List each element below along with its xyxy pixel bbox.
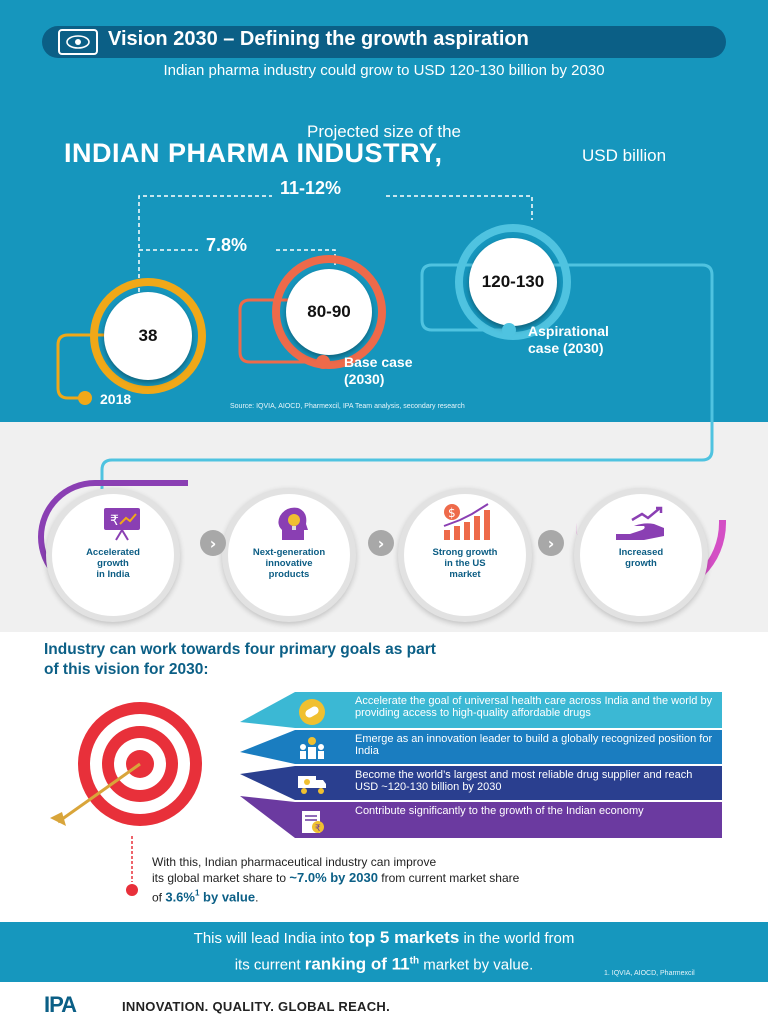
ipa-logo: IPA	[44, 992, 77, 1017]
goal-item-supplier: Become the world’s largest and most reli…	[345, 766, 722, 800]
chevron-right-icon: ›	[538, 530, 564, 556]
dot-2018	[78, 391, 92, 405]
svg-text:₹: ₹	[110, 513, 119, 529]
svg-text:$: $	[448, 506, 456, 520]
growth-label-inner: 7.8%	[206, 235, 248, 255]
goal-item-health-care: Accelerate the goal of universal health …	[345, 692, 722, 728]
target-eye-icon	[58, 29, 98, 55]
hand-growth-arrow-icon	[614, 506, 668, 546]
goal-item-innovation: Emerge as an innovation leader to build …	[345, 730, 722, 764]
page-subtitle: Indian pharma industry could grow to USD…	[163, 62, 605, 79]
label-aspirational-line1: Aspirational	[528, 323, 609, 339]
footer-tagline: INNOVATION. QUALITY. GLOBAL REACH.	[122, 999, 391, 1014]
presentation-rupee-icon: ₹	[100, 506, 144, 546]
growth-label-outer: 11-12%	[280, 178, 342, 198]
bubble-ring-2018	[90, 278, 206, 394]
connector-lines	[56, 195, 714, 492]
driver-label-increased: Increased growth	[618, 547, 664, 569]
head-lightbulb-icon	[272, 504, 312, 548]
bubble-ring-aspirational	[455, 224, 571, 340]
goals-heading: Industry can work towards four primary g…	[44, 641, 436, 678]
rupee-document-icon: ₹	[292, 806, 332, 838]
svg-text:₹: ₹	[315, 824, 321, 834]
footnote: 1. IQVIA, AIOCD, Pharmexcil	[604, 970, 695, 977]
label-base-line1: Base case	[344, 354, 413, 370]
driver-label-us: Strong growth in the US market	[432, 547, 498, 580]
page-title: Vision 2030 – Defining the growth aspira…	[108, 28, 529, 50]
footer	[0, 982, 768, 1024]
share-pointer	[126, 836, 138, 896]
driver-circle-increased	[574, 488, 708, 622]
dollar-bar-chart-icon: $	[440, 502, 494, 546]
driver-label-india: Accelerated growth in India	[86, 547, 140, 580]
delivery-truck-icon	[292, 768, 332, 800]
driver-circle-us	[398, 488, 532, 622]
driver-label-innovative: Next-generation innovative products	[252, 547, 326, 580]
source-note: Source: IQVIA, AIOCD, Pharmexcil, IPA Te…	[230, 403, 465, 410]
chevron-right-icon: ›	[200, 530, 226, 556]
projection-heading-line2: INDIAN PHARMA INDUSTRY,	[64, 138, 443, 168]
people-innovation-icon	[292, 732, 332, 764]
conclusion-text: This will lead India into top 5 markets …	[193, 928, 575, 974]
projection-heading-line1: Projected size of the	[306, 122, 462, 141]
label-aspirational-line2: case (2030)	[528, 340, 604, 356]
market-share-text: With this, Indian pharmaceutical industr…	[152, 855, 520, 905]
goal-item-economy: Contribute significantly to the growth o…	[345, 802, 722, 838]
pills-icon	[292, 696, 332, 728]
bubble-base-case: 80-90	[286, 269, 372, 355]
label-base-line2: (2030)	[344, 371, 385, 387]
projection-unit: USD billion	[582, 146, 667, 165]
target-icon	[50, 702, 202, 826]
title-bar	[42, 26, 726, 58]
dot-aspirational	[502, 323, 516, 337]
bubble-2018: 38	[104, 292, 192, 380]
label-2018: 2018	[100, 391, 132, 407]
dot-base	[316, 355, 330, 369]
bubble-aspirational: 120-130	[469, 238, 557, 326]
chevron-right-icon: ›	[368, 530, 394, 556]
driver-accent-arc-left	[38, 480, 188, 594]
bottom-band	[0, 922, 768, 982]
